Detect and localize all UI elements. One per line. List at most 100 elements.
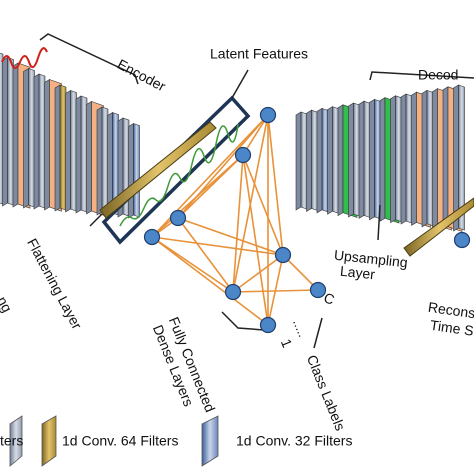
layer — [7, 57, 14, 206]
layer-edge — [327, 106, 333, 215]
connection — [177, 217, 234, 293]
layer — [426, 89, 434, 227]
connection — [232, 254, 284, 293]
layer-edge — [86, 100, 92, 215]
connection — [242, 154, 269, 326]
layer — [80, 95, 88, 213]
neuron — [224, 283, 242, 301]
legend-label: ters — [0, 433, 23, 449]
upsampling-label-1: Upsampling — [333, 247, 408, 271]
decoder-brace — [369, 71, 474, 81]
layer-edge — [128, 122, 134, 219]
connection — [177, 114, 269, 219]
layer — [321, 107, 329, 213]
layer-edge — [442, 86, 449, 231]
connection — [151, 236, 284, 256]
layer — [395, 95, 402, 223]
class-arrow — [313, 317, 323, 349]
layer — [374, 98, 381, 220]
flattening-bar — [99, 121, 217, 219]
latent-arrow — [231, 69, 249, 99]
connection — [267, 254, 284, 326]
class-one: 1 — [278, 337, 296, 350]
layer — [311, 109, 318, 211]
layer — [332, 106, 339, 214]
layer — [70, 90, 77, 212]
layer-edge — [390, 95, 396, 224]
layer-edge — [411, 91, 417, 226]
layer — [405, 93, 413, 224]
layer-edge — [96, 106, 103, 216]
neuron — [453, 231, 471, 249]
legend-swatch — [201, 415, 219, 467]
legend-swatch — [9, 415, 23, 467]
layer-edge — [75, 95, 82, 214]
encoder-brace — [39, 33, 139, 85]
layer-edge — [348, 102, 354, 218]
upsampling-pointer — [377, 204, 381, 241]
input-signal — [1, 47, 48, 69]
neuron — [259, 316, 277, 334]
connection — [151, 236, 269, 326]
neuron — [234, 146, 252, 164]
reconstruction-label-1: Recons — [427, 299, 474, 321]
layer-edge — [306, 109, 312, 212]
legend-label: 1d Conv. 64 Filters — [62, 433, 178, 449]
connection — [267, 114, 284, 256]
connection — [177, 217, 284, 256]
decoder-label: Decod — [418, 67, 458, 83]
layer — [38, 73, 46, 209]
layer-edge — [358, 100, 365, 219]
layer — [300, 111, 308, 210]
neuron — [259, 106, 277, 124]
class-dots: ..... — [290, 317, 311, 339]
layer-edge — [65, 89, 71, 213]
layer-edge — [379, 97, 386, 222]
layer — [133, 123, 140, 218]
layer — [28, 68, 35, 208]
connection — [232, 154, 244, 293]
neuron — [143, 228, 161, 246]
flattening-label: Flattening Layer — [24, 236, 85, 332]
layer — [458, 84, 465, 231]
flattening-pointer — [89, 213, 103, 227]
class-labels: Class Labels — [304, 353, 349, 433]
neuron — [309, 281, 327, 299]
layer-edge — [421, 89, 428, 228]
dense-brace — [221, 311, 265, 331]
layer-edge — [400, 93, 407, 225]
neuron — [274, 246, 292, 264]
connection — [242, 154, 284, 256]
layer — [101, 106, 109, 215]
layer-edge — [12, 62, 19, 208]
layer — [363, 100, 371, 218]
upsampling-label-2: Layer — [339, 263, 376, 283]
layer-edge — [316, 107, 323, 214]
encoder-label: Encoder — [115, 56, 169, 95]
layer — [353, 102, 360, 217]
layer-edge — [432, 88, 438, 229]
reconstruction-label-2: Time S — [429, 317, 474, 339]
latent-wave — [119, 123, 239, 227]
layer-edge — [2, 56, 8, 207]
connection — [232, 289, 319, 293]
layer-edge — [33, 73, 40, 210]
network — [143, 106, 471, 334]
legend-swatch — [41, 415, 57, 467]
layer-edge — [44, 78, 50, 211]
layer-edge — [295, 111, 302, 211]
latent-label: Latent Features — [210, 46, 308, 62]
pooling-label: ng — [0, 294, 16, 315]
upsampling-bar — [403, 197, 474, 257]
connection — [151, 236, 234, 293]
layer-edge — [23, 67, 29, 209]
neuron — [169, 209, 187, 227]
layer — [59, 84, 67, 211]
connection — [282, 254, 319, 291]
layer-edge — [54, 84, 61, 212]
legend-label: 1d Conv. 32 Filters — [236, 433, 352, 449]
layer-edge — [369, 98, 375, 221]
layer-edge — [337, 104, 344, 217]
